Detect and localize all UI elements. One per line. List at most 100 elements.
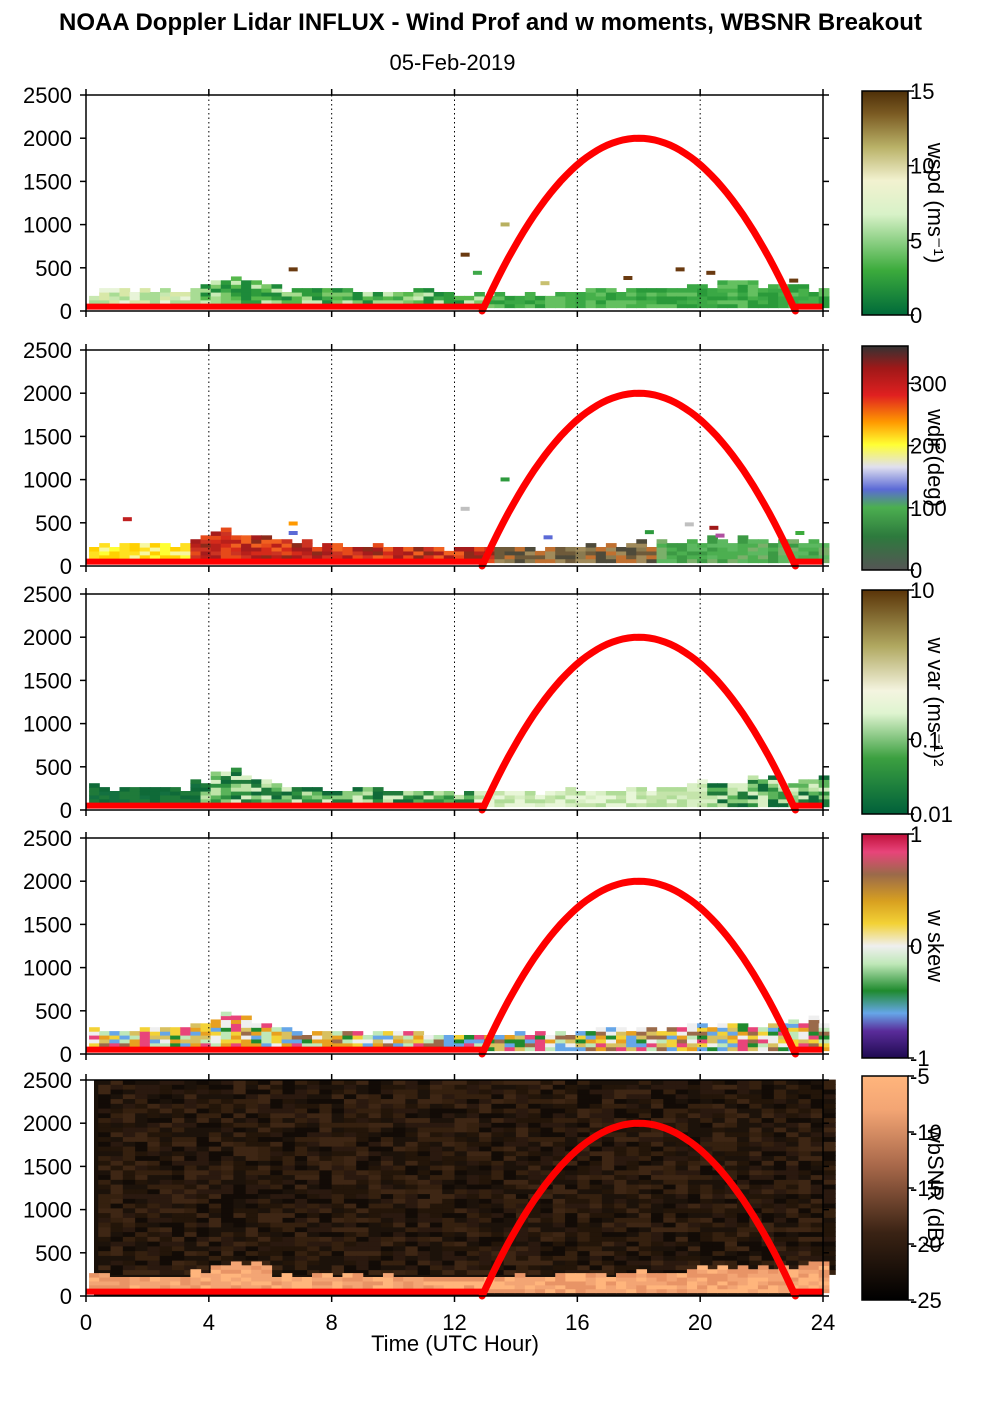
- data-cell: [109, 1031, 121, 1036]
- snr-cell: [724, 1160, 738, 1166]
- data-cell: [534, 1276, 546, 1282]
- data-cell: [453, 295, 465, 301]
- snr-cell: [614, 1231, 627, 1237]
- data-cell: [666, 787, 678, 792]
- snr-cell: [319, 1250, 333, 1256]
- snr-cell: [171, 1212, 185, 1218]
- snr-cell: [159, 1108, 173, 1114]
- data-cell: [109, 288, 121, 293]
- snr-cell: [122, 1222, 136, 1228]
- snr-cell: [380, 1226, 394, 1233]
- snr-cell: [343, 1084, 357, 1090]
- snr-cell: [589, 1217, 603, 1223]
- data-cell: [747, 1027, 759, 1032]
- data-cell: [575, 1031, 587, 1036]
- snr-cell: [626, 1217, 640, 1223]
- snr-cell: [98, 1236, 112, 1242]
- snr-cell: [356, 1255, 370, 1261]
- data-cell: [129, 1284, 141, 1290]
- snr-cell: [503, 1179, 517, 1185]
- snr-cell: [368, 1269, 382, 1275]
- snr-cell: [442, 1127, 455, 1133]
- data-cell: [119, 1280, 131, 1286]
- data-cell: [453, 1276, 465, 1282]
- data-cell: [737, 554, 749, 560]
- snr-cell: [307, 1222, 320, 1228]
- snr-cell: [724, 1093, 738, 1100]
- data-cell: [514, 558, 526, 564]
- data-cell: [160, 790, 171, 796]
- snr-cell: [380, 1179, 394, 1185]
- snr-cell: [601, 1217, 615, 1223]
- data-cell: [565, 1038, 577, 1044]
- data-cell: [312, 546, 323, 552]
- snr-cell: [257, 1079, 271, 1085]
- snr-cell: [614, 1188, 627, 1195]
- snr-cell: [589, 1122, 603, 1128]
- data-cell: [595, 1276, 607, 1282]
- snr-cell: [171, 1117, 185, 1123]
- data-cell: [504, 299, 516, 305]
- snr-cell: [663, 1217, 677, 1223]
- snr-cell: [319, 1264, 333, 1271]
- snr-cell: [208, 1231, 222, 1237]
- snr-cell: [417, 1127, 431, 1133]
- data-cell: [301, 790, 313, 796]
- snr-cell: [442, 1098, 455, 1104]
- snr-cell: [429, 1093, 443, 1100]
- data-cell: [717, 1038, 729, 1044]
- data-cell: [453, 554, 465, 560]
- snr-cell: [466, 1136, 480, 1142]
- snr-cell: [405, 1117, 419, 1123]
- data-cell: [768, 802, 779, 808]
- snr-cell: [479, 1179, 492, 1185]
- snr-cell: [184, 1089, 198, 1095]
- snr-cell: [393, 1179, 406, 1185]
- data-cell: [808, 1276, 820, 1282]
- data-cell: [818, 1269, 830, 1274]
- data-cell: [636, 1034, 648, 1040]
- data-cell: [676, 1276, 688, 1282]
- data-cell: [808, 1273, 820, 1278]
- snr-cell: [503, 1188, 517, 1195]
- data-cell: [686, 1042, 698, 1048]
- snr-cell: [503, 1255, 517, 1261]
- snr-cell: [110, 1131, 124, 1138]
- snr-cell: [282, 1255, 296, 1261]
- snr-cell: [786, 1212, 799, 1218]
- snr-cell: [245, 1207, 259, 1214]
- snr-cell: [515, 1084, 529, 1090]
- snr-cell: [601, 1226, 615, 1233]
- snr-cell: [405, 1226, 419, 1233]
- snr-cell: [171, 1141, 185, 1147]
- snr-cell: [687, 1136, 701, 1142]
- data-cell: [241, 543, 252, 548]
- data-cell: [200, 299, 212, 305]
- data-cell: [747, 558, 759, 564]
- snr-cell: [208, 1193, 222, 1199]
- snr-cell: [135, 1079, 148, 1085]
- snr-cell: [503, 1226, 517, 1233]
- data-cell: [504, 1276, 516, 1282]
- data-cell: [413, 790, 425, 796]
- snr-cell: [245, 1146, 259, 1152]
- data-cell: [605, 554, 617, 560]
- snr-cell: [270, 1203, 284, 1209]
- snr-cell: [98, 1122, 112, 1128]
- data-cell: [737, 295, 749, 301]
- snr-cell: [651, 1236, 664, 1242]
- snr-cell: [319, 1122, 333, 1128]
- data-cell: [403, 790, 414, 796]
- data-cell: [757, 1027, 769, 1032]
- data-cell: [352, 295, 364, 301]
- snr-cell: [491, 1131, 505, 1138]
- data-cell: [666, 1046, 678, 1052]
- data-cell: [261, 798, 273, 804]
- snr-cell: [98, 1203, 112, 1209]
- snr-cell: [245, 1150, 259, 1157]
- data-cell: [474, 1042, 485, 1048]
- data-cell: [605, 794, 617, 800]
- data-cell: [727, 280, 739, 285]
- snr-cell: [798, 1160, 812, 1166]
- snr-cell: [589, 1188, 603, 1195]
